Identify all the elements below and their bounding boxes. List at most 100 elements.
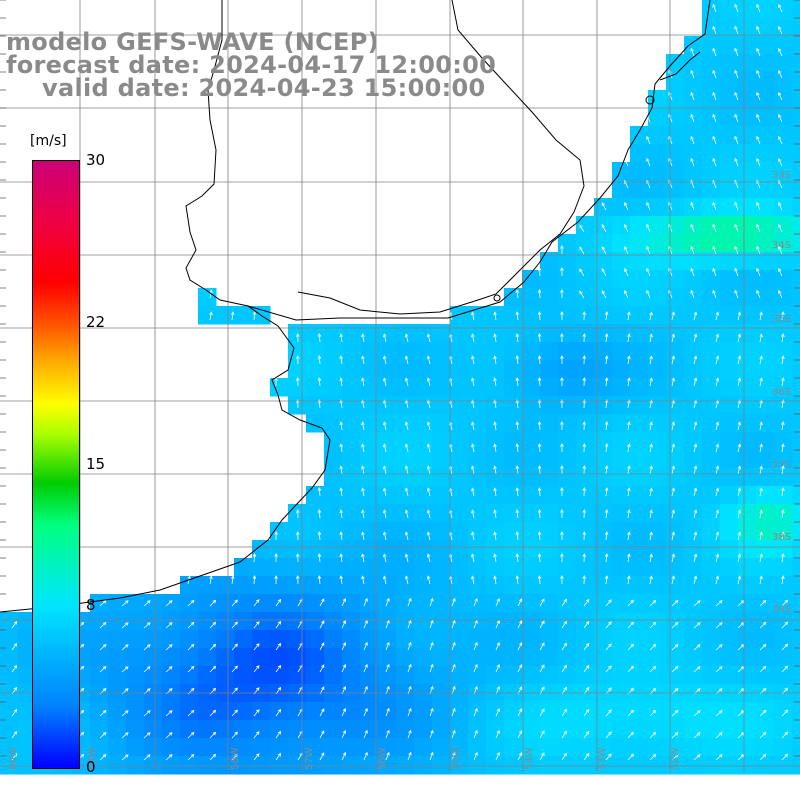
wind-speed-cell [126, 738, 145, 757]
wind-speed-cell [648, 720, 667, 739]
wind-speed-cell [612, 558, 631, 577]
wind-speed-cell [378, 558, 397, 577]
wind-arrow [121, 666, 129, 673]
wind-speed-cell [504, 630, 523, 649]
wind-arrow [341, 620, 346, 629]
longitude-label: 53W [597, 747, 608, 770]
wind-speed-cell [558, 342, 577, 361]
wind-speed-cell [774, 0, 793, 19]
wind-arrow [143, 666, 151, 673]
wind-speed-cell [270, 612, 289, 631]
wind-arrow [693, 622, 701, 629]
wind-arrow [515, 553, 520, 563]
wind-speed-cell [180, 612, 199, 631]
wind-speed-cell [432, 756, 451, 775]
wind-arrow [605, 621, 612, 629]
wind-speed-cell [486, 432, 505, 451]
wind-arrow [319, 664, 325, 673]
wind-speed-cell [450, 540, 469, 559]
wind-arrow [781, 355, 785, 365]
wind-speed-cell [324, 504, 343, 523]
wind-speed-cell [756, 648, 775, 667]
wind-arrow [668, 91, 673, 101]
wind-arrow [341, 730, 346, 739]
wind-speed-cell [720, 720, 739, 739]
wind-arrow [646, 201, 651, 211]
wind-speed-cell [540, 288, 559, 307]
wind-speed-cell [576, 756, 595, 775]
wind-arrow [537, 509, 542, 519]
wind-speed-cell [666, 396, 685, 415]
wind-speed-cell [396, 738, 415, 757]
wind-speed-cell [774, 396, 793, 415]
wind-speed-cell [702, 90, 721, 109]
wind-arrow [539, 642, 545, 651]
wind-arrow [295, 355, 300, 365]
wind-arrow [781, 421, 785, 431]
wind-speed-cell [648, 198, 667, 217]
wind-speed-cell [702, 504, 721, 523]
wind-speed-cell [378, 468, 397, 487]
wind-speed-cell [792, 702, 800, 721]
wind-speed-cell [774, 612, 793, 631]
wind-arrow [537, 575, 542, 585]
wind-arrow [339, 509, 343, 519]
wind-arrow [361, 311, 365, 321]
wind-speed-cell [378, 630, 397, 649]
wind-arrow [737, 553, 741, 563]
wind-speed-cell [702, 306, 721, 325]
wind-arrow [429, 597, 434, 607]
wind-speed-cell [594, 414, 613, 433]
wind-speed-cell [504, 612, 523, 631]
wind-speed-cell [288, 360, 307, 379]
wind-speed-cell [738, 324, 757, 343]
wind-speed-cell [342, 360, 361, 379]
wind-arrow [209, 575, 213, 585]
wind-arrow [515, 355, 520, 365]
wind-speed-cell [414, 630, 433, 649]
wind-arrow [712, 69, 717, 79]
wind-arrow [781, 333, 785, 343]
wind-speed-cell [360, 540, 379, 559]
wind-speed-cell [306, 756, 325, 775]
wind-speed-cell [774, 360, 793, 379]
wind-speed-cell [630, 576, 649, 595]
wind-arrow [737, 531, 741, 541]
wind-arrow [209, 643, 217, 651]
wind-speed-cell [432, 432, 451, 451]
wind-speed-cell [594, 468, 613, 487]
valid-date: valid date: 2024-04-23 15:00:00 [42, 74, 486, 102]
wind-arrow [253, 753, 260, 761]
wind-speed-cell [720, 324, 739, 343]
wind-arrow [473, 729, 478, 739]
latitude-label: 39S [772, 604, 791, 615]
wind-speed-cell [144, 666, 163, 685]
wind-speed-cell [594, 252, 613, 271]
wind-speed-cell [414, 504, 433, 523]
wind-speed-cell [324, 378, 343, 397]
wind-arrow [471, 553, 475, 563]
coastline [0, 0, 711, 613]
wind-speed-cell [756, 540, 775, 559]
wind-arrow [690, 69, 695, 79]
wind-speed-cell [666, 648, 685, 667]
wind-speed-cell [720, 738, 739, 757]
wind-arrow [715, 553, 720, 563]
wind-speed-cell [702, 702, 721, 721]
wind-arrow [624, 202, 629, 211]
wind-arrow [778, 223, 783, 233]
wind-arrow [493, 311, 497, 321]
wind-speed-cell [540, 414, 559, 433]
wind-speed-cell [306, 666, 325, 685]
wind-speed-cell [90, 648, 109, 667]
wind-speed-cell [216, 612, 235, 631]
wind-arrow [604, 509, 609, 519]
wind-speed-cell [468, 666, 487, 685]
wind-arrow [426, 311, 431, 321]
wind-arrow [451, 641, 456, 651]
wind-speed-cell [468, 756, 487, 775]
wind-speed-cell [360, 342, 379, 361]
wind-speed-cell [612, 666, 631, 685]
wind-arrow [539, 664, 545, 673]
